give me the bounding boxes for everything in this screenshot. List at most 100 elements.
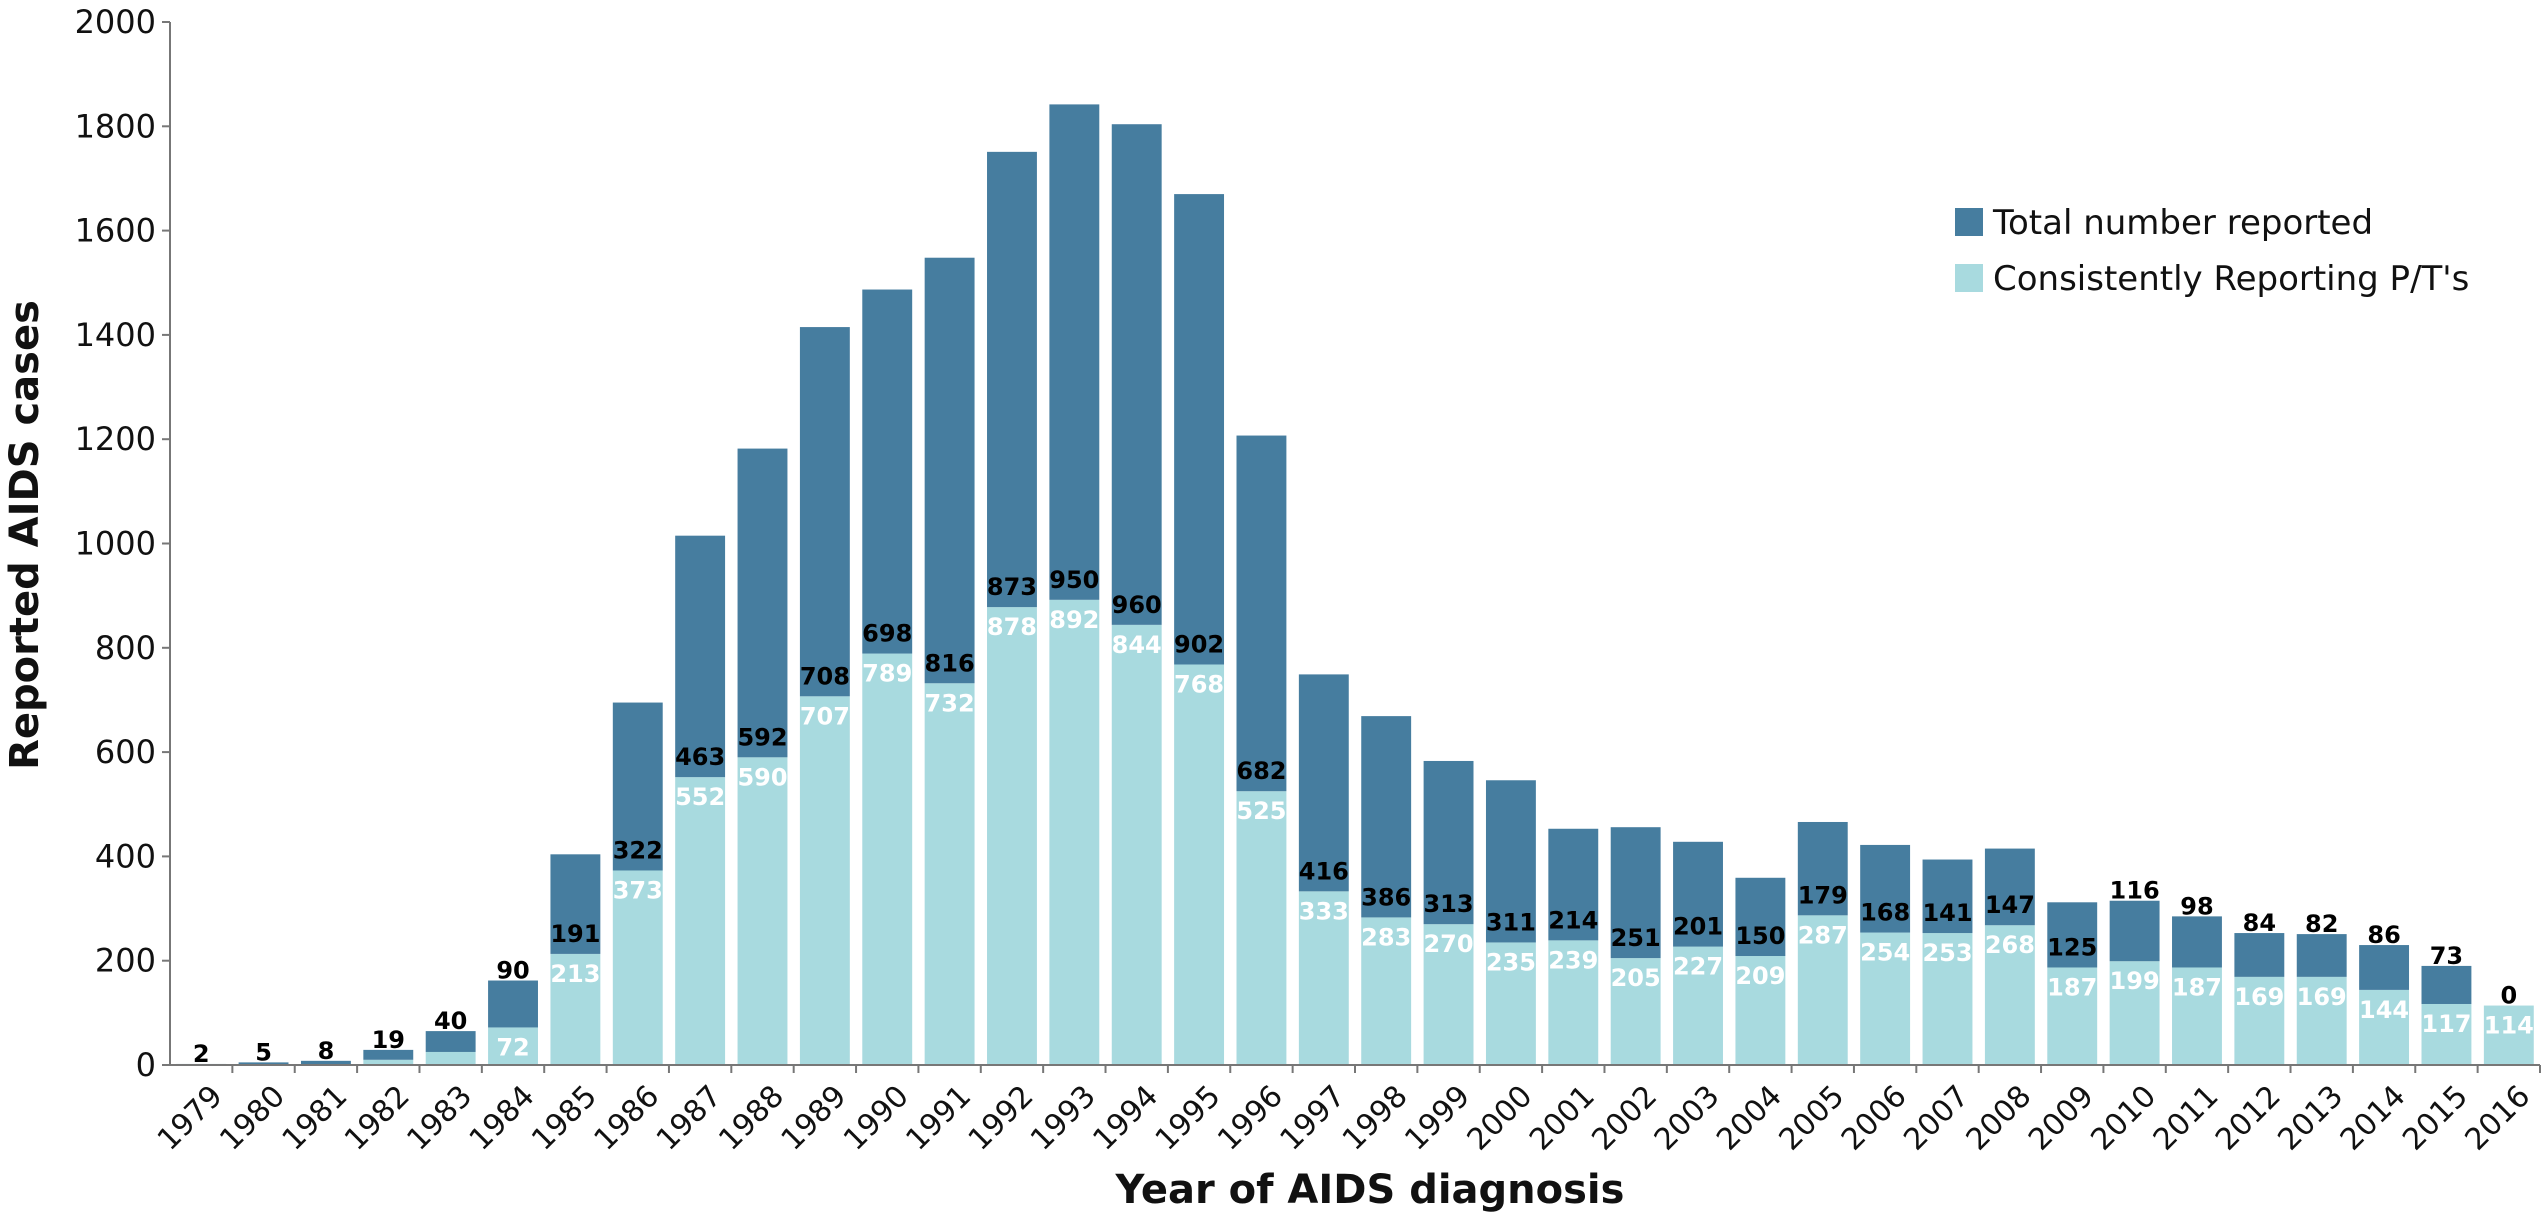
- x-tick-label: 1979: [151, 1079, 230, 1158]
- data-label-consistent: 235: [1486, 948, 1536, 976]
- x-tick-label: 2003: [1648, 1079, 1727, 1158]
- bar-total: [300, 1060, 351, 1065]
- data-label-total: 313: [1423, 890, 1473, 918]
- bar-consistent: [924, 683, 975, 1065]
- data-label-total: 201: [1673, 913, 1723, 941]
- x-tick-label: 1983: [400, 1079, 479, 1158]
- data-label-total: 84: [2243, 909, 2276, 937]
- data-label-consistent: 169: [2297, 983, 2347, 1011]
- bar-total: [1111, 124, 1162, 625]
- legend-label-total: Total number reported: [1992, 203, 2373, 243]
- data-label-consistent: 213: [550, 960, 600, 988]
- bar-total: [1610, 827, 1661, 959]
- data-label-consistent: 227: [1673, 953, 1723, 981]
- data-label-total: 40: [434, 1007, 467, 1035]
- data-label-total: 251: [1611, 924, 1661, 952]
- x-tick-label: 1999: [1398, 1079, 1477, 1158]
- data-label-consistent: 117: [2421, 1010, 2471, 1038]
- bar-total: [987, 151, 1037, 608]
- bar-consistent: [1485, 942, 1536, 1065]
- data-label-consistent: 283: [1361, 923, 1411, 951]
- y-tick-label: 1400: [75, 316, 156, 354]
- bar-total: [488, 980, 538, 1028]
- bar-consistent: [2109, 961, 2160, 1065]
- bar-consistent: [550, 953, 601, 1065]
- x-tick-label: 1986: [588, 1079, 667, 1158]
- data-label-consistent: 72: [496, 1033, 529, 1061]
- data-label-consistent: 205: [1611, 964, 1661, 992]
- bar-total: [1423, 760, 1474, 925]
- x-tick-label: 1995: [1149, 1079, 1228, 1158]
- data-label-consistent: 333: [1299, 897, 1349, 925]
- x-tick-label: 2005: [1773, 1079, 1852, 1158]
- data-label-total: 191: [550, 920, 600, 948]
- bar-consistent: [425, 1051, 476, 1065]
- bar-consistent: [1610, 958, 1661, 1065]
- bar-total: [1236, 435, 1287, 792]
- data-label-consistent: 892: [1049, 606, 1099, 634]
- data-label-consistent: 525: [1236, 797, 1286, 825]
- data-label-total: 698: [862, 620, 912, 648]
- x-axis-title: Year of AIDS diagnosis: [1115, 1167, 1625, 1213]
- bar-consistent: [1735, 956, 1786, 1065]
- bar-total: [1735, 877, 1786, 957]
- x-tick-label: 1993: [1024, 1079, 1103, 1158]
- data-label-consistent: 732: [925, 689, 975, 717]
- data-label-total: 19: [372, 1026, 405, 1054]
- data-label-total: 90: [496, 957, 529, 985]
- data-label-consistent: 768: [1174, 670, 1224, 698]
- x-tick-label: 1988: [712, 1079, 791, 1158]
- x-tick-label: 2007: [1897, 1079, 1976, 1158]
- x-tick-label: 1994: [1086, 1079, 1165, 1158]
- data-label-total: 0: [2500, 982, 2517, 1010]
- data-label-total: 86: [2367, 921, 2400, 949]
- x-tick-label: 2012: [2209, 1079, 2288, 1158]
- x-tick-label: 2016: [2459, 1079, 2538, 1158]
- data-label-total: 147: [1985, 891, 2035, 919]
- data-label-consistent: 199: [2110, 967, 2160, 995]
- x-tick-label: 1989: [775, 1079, 854, 1158]
- data-label-consistent: 707: [800, 702, 850, 730]
- bar-total: [1922, 859, 1973, 934]
- bar-consistent: [2172, 967, 2222, 1065]
- data-label-total: 463: [675, 743, 725, 771]
- bar-consistent: [862, 653, 913, 1065]
- data-label-consistent: 169: [2234, 983, 2284, 1011]
- bar-total: [1298, 674, 1349, 892]
- bar-consistent: [675, 777, 726, 1065]
- y-tick-label: 1200: [75, 420, 156, 458]
- bar-consistent: [2296, 976, 2347, 1065]
- data-label-consistent: 287: [1798, 921, 1848, 949]
- x-tick-label: 1996: [1211, 1079, 1290, 1158]
- data-label-consistent: 373: [613, 876, 663, 904]
- bar-consistent: [488, 1027, 538, 1065]
- y-tick-label: 0: [136, 1046, 156, 1084]
- data-label-total: 82: [2305, 910, 2338, 938]
- x-tick-label: 1982: [338, 1079, 417, 1158]
- bar-consistent: [1049, 599, 1100, 1065]
- x-tick-label: 2002: [1585, 1079, 1664, 1158]
- x-tick-label: 1998: [1336, 1079, 1415, 1158]
- data-label-total: 960: [1112, 591, 1162, 619]
- bar-consistent: [1236, 791, 1287, 1065]
- bar-total: [862, 289, 913, 654]
- x-tick-label: 2001: [1523, 1079, 1602, 1158]
- bar-consistent: [1673, 946, 1723, 1065]
- data-label-total: 311: [1486, 908, 1536, 936]
- data-label-total: 416: [1299, 857, 1349, 885]
- bar-consistent: [2421, 1003, 2472, 1065]
- data-label-total: 214: [1548, 906, 1598, 934]
- bar-consistent: [2234, 976, 2285, 1065]
- data-label-total: 2: [193, 1040, 210, 1068]
- bar-total: [1984, 848, 2035, 926]
- data-label-consistent: 270: [1423, 930, 1473, 958]
- y-axis-title: Reported AIDS cases: [2, 300, 48, 770]
- data-label-total: 950: [1049, 566, 1099, 594]
- bar-consistent: [1548, 940, 1599, 1065]
- data-label-consistent: 187: [2047, 973, 2097, 1001]
- bar-consistent: [1922, 933, 1973, 1065]
- x-tick-label: 1985: [525, 1079, 604, 1158]
- data-label-total: 5: [255, 1038, 272, 1066]
- x-tick-label: 1991: [899, 1079, 978, 1158]
